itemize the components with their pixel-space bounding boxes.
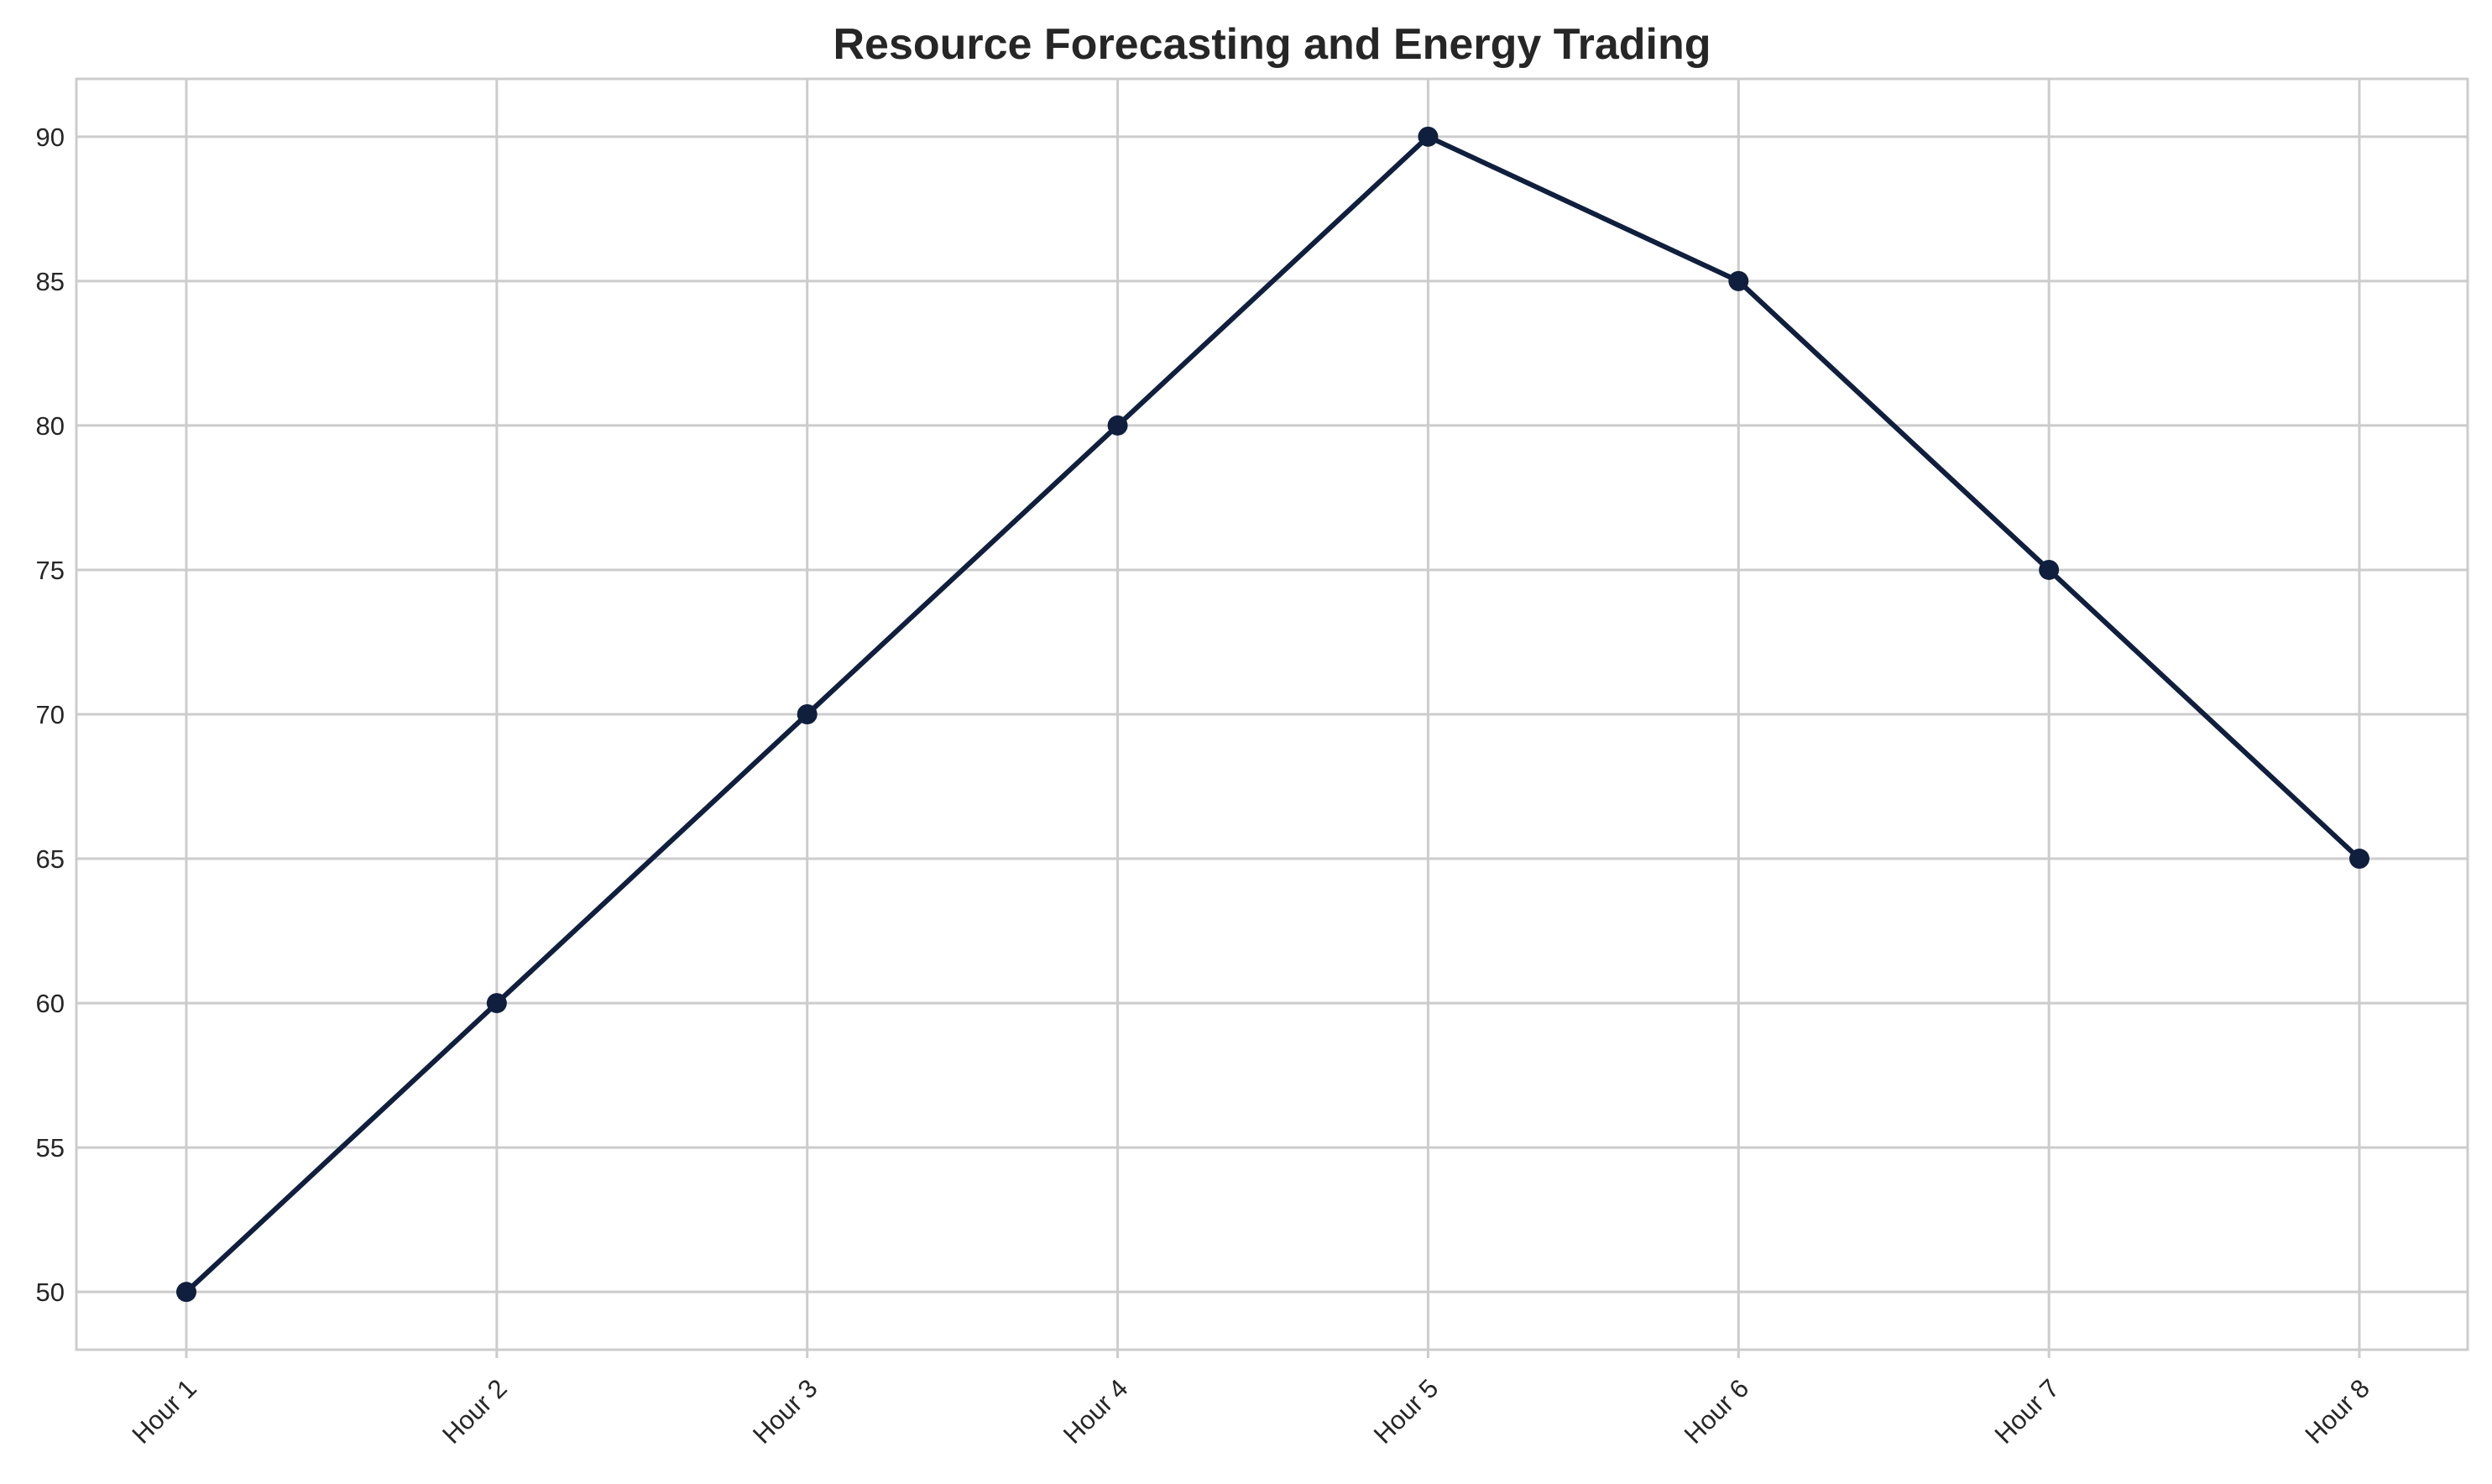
y-tick-label: 65 bbox=[36, 844, 65, 874]
y-tick-label: 50 bbox=[36, 1278, 65, 1307]
data-point bbox=[1418, 126, 1439, 147]
data-point bbox=[2039, 559, 2060, 580]
data-point bbox=[486, 993, 507, 1014]
y-tick-label: 85 bbox=[36, 267, 65, 296]
series-layer bbox=[176, 126, 2369, 1303]
y-tick-labels: 50 55 60 65 70 75 80 85 90 bbox=[36, 123, 65, 1307]
data-point bbox=[797, 704, 818, 724]
y-tick-label: 55 bbox=[36, 1133, 65, 1163]
y-tick-label: 60 bbox=[36, 989, 65, 1018]
data-point bbox=[1107, 415, 1128, 436]
y-tick-label: 80 bbox=[36, 411, 65, 441]
axes-frame bbox=[75, 77, 2469, 1351]
data-point bbox=[176, 1282, 196, 1303]
data-point bbox=[2349, 849, 2369, 870]
y-tick-label: 75 bbox=[36, 556, 65, 585]
y-tick-label: 70 bbox=[36, 700, 65, 729]
chart-title: Resource Forecasting and Energy Trading bbox=[833, 20, 1711, 69]
y-tick-label: 90 bbox=[36, 123, 65, 152]
data-point bbox=[1728, 270, 1749, 291]
series-line bbox=[184, 133, 2362, 1295]
